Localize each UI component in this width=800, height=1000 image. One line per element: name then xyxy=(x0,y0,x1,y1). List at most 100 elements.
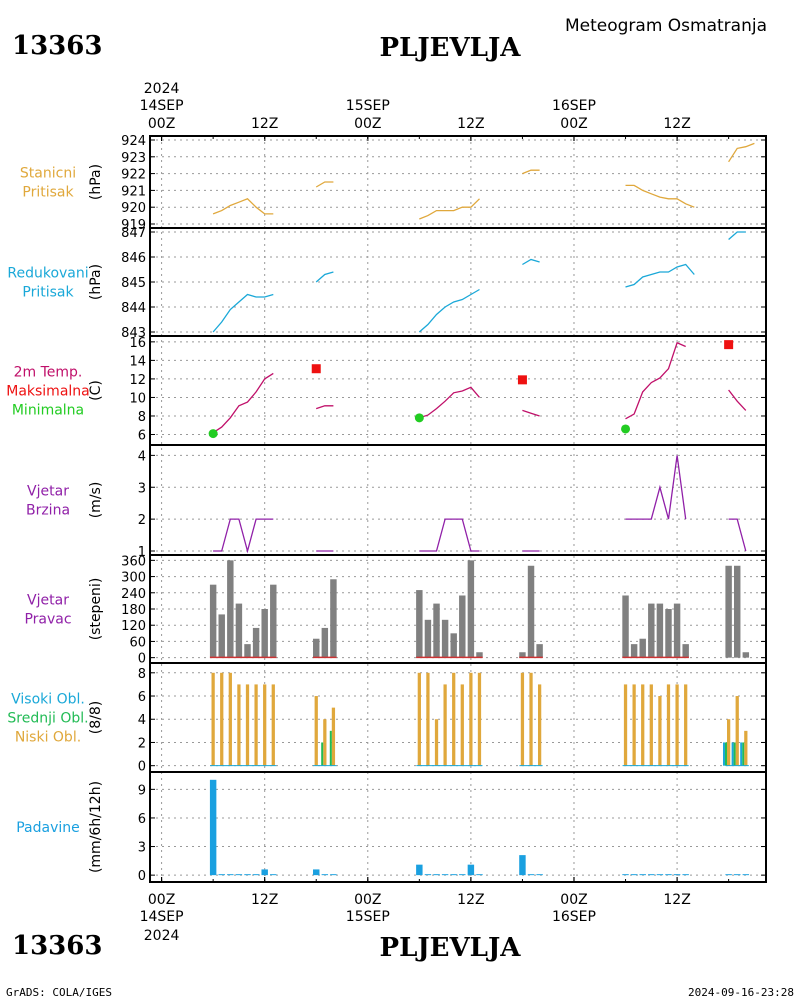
y-tick-label: 10 xyxy=(129,391,146,406)
panel-title-line: Vjetar xyxy=(27,593,69,609)
station-id-bottom: 13363 xyxy=(12,931,102,961)
data-bar xyxy=(313,638,320,658)
low-cloud-bar xyxy=(434,719,439,766)
data-bar xyxy=(450,874,457,876)
low-cloud-bar xyxy=(623,684,628,766)
low-cloud-bar xyxy=(323,719,327,766)
minimum-marker xyxy=(208,429,218,439)
data-bar xyxy=(227,874,234,876)
station-id-top: 13363 xyxy=(12,31,102,61)
panel-title-line: Pritisak xyxy=(22,285,74,301)
minimum-marker xyxy=(414,413,424,423)
y-tick-label: 3 xyxy=(138,841,146,856)
data-bar xyxy=(622,874,629,876)
bottom-hour-label: 00Z xyxy=(560,892,587,908)
panel-title-line: Pritisak xyxy=(22,185,74,201)
bottom-date-label: 14SEP xyxy=(140,909,184,925)
data-bar xyxy=(459,595,466,658)
bottom-hour-label: 12Z xyxy=(251,892,278,908)
y-tick-label: 923 xyxy=(121,151,146,166)
data-bar xyxy=(656,603,664,658)
y-tick-label: 845 xyxy=(121,276,146,291)
data-bar xyxy=(725,565,732,658)
station-name-bottom: PLJEVLJA xyxy=(380,933,522,963)
y-tick-label: 300 xyxy=(121,571,146,586)
bottom-hour-label: 00Z xyxy=(354,892,381,908)
low-cloud-bar xyxy=(228,672,232,766)
series-line xyxy=(418,288,480,333)
series-line xyxy=(212,293,274,333)
y-tick-label: 846 xyxy=(121,251,146,266)
data-bar xyxy=(459,874,466,876)
data-bar xyxy=(467,560,475,658)
panel-title-line: Srednji Obl. xyxy=(7,711,88,727)
y-axis-label: (m/s) xyxy=(88,482,104,519)
y-tick-label: 919 xyxy=(121,218,146,233)
high-cloud-bar xyxy=(740,742,743,766)
y-tick-label: 180 xyxy=(121,603,146,618)
series-line xyxy=(419,386,480,419)
y-tick-label: 924 xyxy=(121,134,146,149)
low-cloud-bar xyxy=(460,684,464,766)
panel-temp: 6 8 10 12 14 16 (C) 2m Temp. Maksimalna Minimalna xyxy=(6,336,766,444)
panel-title-line: Vjetar xyxy=(27,484,69,500)
y-tick-label: 0 xyxy=(138,869,146,884)
series-line xyxy=(419,518,480,552)
data-bar xyxy=(424,874,432,876)
data-bar xyxy=(665,609,672,658)
y-tick-label: 8 xyxy=(138,667,146,682)
data-bar xyxy=(639,638,646,658)
series-line xyxy=(625,184,695,208)
data-bar xyxy=(261,869,268,876)
low-cloud-bar xyxy=(684,684,688,766)
data-bar xyxy=(630,874,638,876)
top-hour-label: 00Z xyxy=(560,116,587,132)
panel-precip: 0 3 6 9 (mm/6h/12h) Padavine xyxy=(16,779,766,884)
low-cloud-bar xyxy=(443,684,447,766)
mid-cloud-bar xyxy=(742,742,745,766)
panel-title-line: Stanicni xyxy=(20,166,76,182)
panel-title-line: Niski Obl. xyxy=(15,730,81,746)
mid-cloud-bar xyxy=(321,742,324,766)
panel-title-line: Brzina xyxy=(26,503,70,519)
y-tick-label: 3 xyxy=(138,481,146,496)
top-hour-label: 00Z xyxy=(354,116,381,132)
series-line xyxy=(212,372,274,434)
series-line xyxy=(212,198,274,215)
top-hour-label: 12Z xyxy=(663,116,690,132)
mid-cloud-bar xyxy=(733,742,736,766)
data-bar xyxy=(227,560,234,658)
data-bar xyxy=(630,644,638,658)
data-bar xyxy=(209,779,217,876)
bottom-hour-label: 12Z xyxy=(457,892,484,908)
data-bar xyxy=(665,874,672,876)
y-tick-label: 14 xyxy=(129,354,146,369)
data-bar xyxy=(648,874,655,876)
low-cloud-bar xyxy=(632,684,636,766)
y-tick-label: 2 xyxy=(138,513,146,528)
y-tick-label: 4 xyxy=(138,449,146,464)
y-tick-label: 4 xyxy=(138,713,146,728)
data-bar xyxy=(673,603,681,658)
data-bar xyxy=(648,603,655,658)
low-cloud-bar xyxy=(331,707,336,766)
plot-frame xyxy=(149,135,767,883)
data-bar xyxy=(261,609,268,658)
data-bar xyxy=(467,864,475,876)
y-tick-label: 920 xyxy=(121,201,146,216)
maximum-marker xyxy=(517,375,527,385)
series-line xyxy=(522,169,540,175)
data-bar xyxy=(321,627,329,658)
series-line xyxy=(728,142,755,163)
data-bar xyxy=(424,619,432,658)
data-bar xyxy=(218,874,225,876)
grads-credit: GrADS: COLA/IGES xyxy=(6,986,112,999)
series-line xyxy=(728,231,746,240)
panel-cloud: 0 2 4 6 8 (8/8)Visoki Obl. Srednji Obl. Niski O… xyxy=(7,667,766,775)
y-tick-label: 6 xyxy=(138,812,146,827)
y-tick-label: 2 xyxy=(138,736,146,751)
series-line xyxy=(315,271,334,283)
data-bar xyxy=(244,874,251,876)
data-bar xyxy=(682,874,689,876)
